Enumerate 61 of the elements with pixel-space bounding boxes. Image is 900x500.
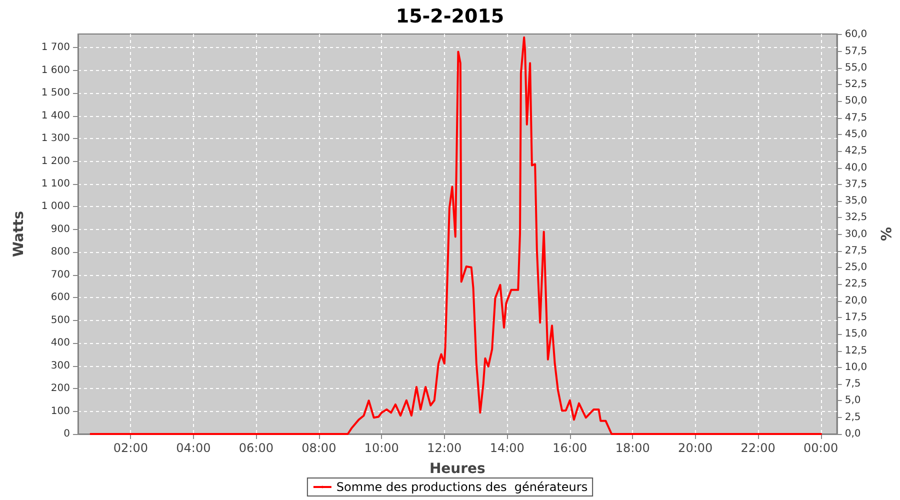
y-tick-label: 0 <box>64 428 70 440</box>
y2-tick-label: 20,0 <box>844 295 868 306</box>
x-tick-label: 14:00 <box>490 441 524 455</box>
x-tick-label: 18:00 <box>615 441 650 455</box>
y2-tick-label: 25,0 <box>844 262 868 274</box>
x-axis-title: Heures <box>429 461 486 477</box>
y2-tick-label: 10,0 <box>844 362 868 373</box>
y2-tick-label: 60,0 <box>844 29 868 40</box>
y2-tick-label: 50,0 <box>844 96 868 107</box>
x-tick-label: 16:00 <box>552 441 588 455</box>
y2-tick-label: 42,5 <box>844 146 868 157</box>
y-tick-label: 700 <box>50 269 70 280</box>
y2-tick-label: 15,0 <box>844 328 868 340</box>
y2-tick-label: 0,0 <box>844 428 861 440</box>
y2-tick-label: 40,0 <box>844 162 868 174</box>
y2-tick-label: 22,5 <box>844 278 868 290</box>
y-tick-label: 1 500 <box>41 88 70 99</box>
y2-tick-label: 57,5 <box>844 46 868 57</box>
y-tick-label: 300 <box>50 360 70 372</box>
y-tick-label: 100 <box>50 406 70 417</box>
y2-tick-label: 12,5 <box>844 345 868 356</box>
y-tick-label: 800 <box>50 246 70 258</box>
y2-tick-label: 7,5 <box>844 378 861 390</box>
y-tick-label: 1 700 <box>41 42 70 54</box>
x-tick-label: 02:00 <box>113 441 148 455</box>
line-series <box>88 36 823 435</box>
x-tick-label: 00:00 <box>804 441 838 455</box>
y-tick-label: 400 <box>50 338 70 349</box>
x-tick-label: 22:00 <box>740 441 776 455</box>
legend-label: Somme des productions des générateurs <box>336 480 588 494</box>
x-tick-label: 06:00 <box>238 441 274 455</box>
y-tick-label: 500 <box>50 314 70 326</box>
y-axis-title: Watts <box>11 210 27 258</box>
y2-tick-label: 37,5 <box>844 178 868 190</box>
y2-tick-label: 2,5 <box>844 412 861 423</box>
y-tick-label: 200 <box>50 383 70 394</box>
y2-tick-label: 27,5 <box>844 245 868 256</box>
y-tick-label: 1 400 <box>41 110 70 122</box>
y2-tick-label: 47,5 <box>844 112 868 124</box>
y2-tick-label: 30,0 <box>844 228 868 240</box>
y-tick-label: 600 <box>50 292 70 304</box>
y2-tick-label: 17,5 <box>844 312 868 324</box>
y2-tick-label: 5,0 <box>844 395 861 406</box>
y-tick-label: 1 100 <box>41 178 70 190</box>
y2-tick-label: 32,5 <box>844 212 868 224</box>
x-tick-label: 04:00 <box>176 441 211 455</box>
x-tick-label: 20:00 <box>678 441 713 455</box>
y2-tick-label: 35,0 <box>844 196 868 207</box>
y-tick-label: 1 000 <box>41 201 70 212</box>
chart-title: 15-2-2015 <box>396 6 504 28</box>
y2-tick-label: 52,5 <box>844 79 868 90</box>
y-tick-label: 1 200 <box>41 156 70 167</box>
y2-tick-label: 55,0 <box>844 62 868 74</box>
y-tick-label: 1 600 <box>41 64 70 76</box>
x-tick-label: 10:00 <box>364 441 399 455</box>
y-tick-label: 1 300 <box>41 133 70 144</box>
y2-tick-label: 45,0 <box>844 129 868 140</box>
y-tick-label: 900 <box>50 224 70 235</box>
x-tick-label: 08:00 <box>302 441 336 455</box>
y2-axis-title: % <box>877 226 893 242</box>
x-tick-label: 12:00 <box>427 441 462 455</box>
